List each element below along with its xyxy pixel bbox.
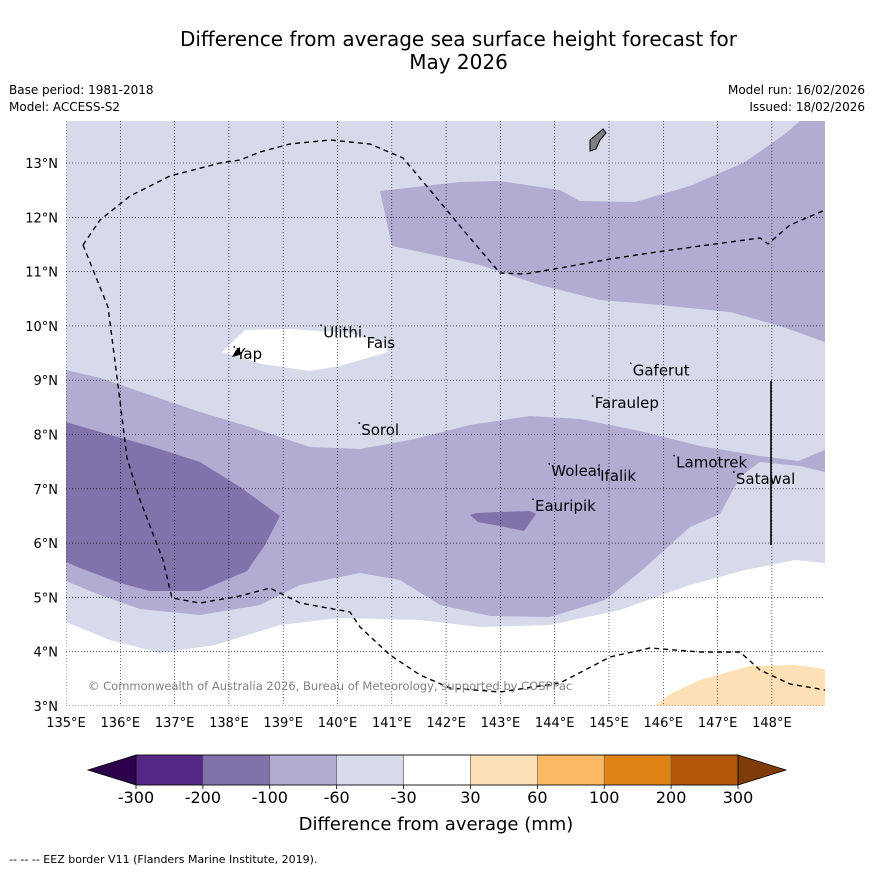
colorbar-tick-label: 60 [527,788,547,807]
place-label: Ulithi [323,323,362,341]
lat-tick-label: 12°N [25,211,58,226]
colorbar-tick-label: -60 [324,788,350,807]
colorbar-swatch [670,754,739,786]
colorbar-swatch [202,754,271,786]
lon-tick-label: 141°E [372,716,412,731]
lon-tick-label: 145°E [589,716,629,731]
place-marker [548,462,551,465]
lon-tick-label: 140°E [318,716,358,731]
title-line-2: May 2026 [409,50,508,74]
colorbar-tick-label: -200 [185,788,221,807]
place-marker [597,468,600,471]
lat-tick-label: 11°N [25,266,58,281]
copyright-note: © Commonwealth of Australia 2026, Bureau… [88,679,572,693]
lat-tick-label: 6°N [34,537,59,552]
colorbar-tick-label: 200 [656,788,687,807]
place-label: Satawal [736,470,795,488]
colorbar-tick-label: 300 [723,788,754,807]
footer-note: -- -- -- EEZ border V11 (Flanders Marine… [9,853,318,866]
lon-tick-label: 138°E [209,716,249,731]
colorbar-tick-label: -300 [118,788,154,807]
place-label: Fais [367,334,396,352]
chart-title: Difference from average sea surface heig… [0,28,873,74]
lon-tick-label: 135°E [46,716,86,731]
colorbar-outline [135,754,739,786]
lon-tick-label: 146°E [644,716,684,731]
place-marker [363,335,366,338]
colorbar-swatch [537,754,605,786]
base-period: Base period: 1981-2018 [9,83,154,97]
model-run: Model run: 16/02/2026 [727,83,865,97]
place-marker [673,454,676,457]
place-label: Gaferut [633,361,690,379]
colorbar-swatch [135,754,204,786]
contour-band-minus200 [66,422,280,591]
place-marker [532,498,534,500]
lon-tick-label: 139°E [263,716,303,731]
lat-tick-label: 3°N [34,700,59,715]
colorbar-tick-label: -100 [252,788,288,807]
colorbar-swatch [470,754,538,786]
colorbar-swatch [269,754,337,786]
colorbar-under-arrow [86,754,137,786]
meta-left: Base period: 1981-2018 Model: ACCESS-S2 [9,82,154,116]
colorbar-tick-label: 100 [589,788,620,807]
place-marker [233,346,236,348]
place-marker [629,362,632,365]
place-label: Ifalik [600,467,636,485]
guam-landmass [589,128,607,152]
place-label: Yap [235,345,262,363]
colorbar-swatch [336,754,404,786]
place-label: Sorol [361,421,399,439]
colorbar-swatch [603,754,672,786]
colorbar-swatch [403,754,471,786]
yap-landmass [232,347,240,357]
colorbar-tick-label: 30 [460,788,480,807]
lat-tick-label: 9°N [34,374,59,389]
meta-right: Model run: 16/02/2026 Issued: 18/02/2026 [728,82,865,116]
lon-tick-label: 144°E [535,716,575,731]
issued-date: Issued: 18/02/2026 [749,100,865,114]
lon-tick-label: 143°E [481,716,521,731]
contour-band-minus200-small [470,511,536,531]
colorbar-tick-label: -30 [390,788,416,807]
lat-tick-label: 5°N [34,591,59,606]
lon-tick-label: 137°E [155,716,195,731]
model-name: Model: ACCESS-S2 [9,100,121,114]
neutral-pocket-yap [222,329,388,371]
contour-band-plus30 [655,665,825,706]
lon-tick-label: 148°E [752,716,792,731]
lon-tick-label: 147°E [698,716,738,731]
axis-ticks: 135°E 136°E 137°E 138°E 139°E 140°E 141°E 142°E… [25,157,791,731]
colorbar-over-arrow [737,754,788,786]
place-label: Woleai [551,462,601,480]
lon-tick-label: 136°E [101,716,141,731]
lon-tick-label: 142°E [426,716,466,731]
place-label: Eauripik [535,497,596,515]
place-marker [358,422,361,424]
lat-tick-label: 4°N [34,646,59,661]
place-marker [320,324,323,327]
place-marker [732,471,735,473]
lat-tick-label: 13°N [25,157,58,172]
lat-tick-label: 8°N [34,429,59,444]
place-labels: Ulithi Fais Yap Gaferut Faraulep Sorol WoleaiI… [233,323,795,515]
title-line-1: Difference from average sea surface heig… [179,27,738,51]
map-area: Ulithi Fais Yap Gaferut Faraulep Sorol WoleaiI… [66,121,825,706]
contour-band-minus100-north [380,121,825,342]
lat-tick-label: 7°N [34,483,59,498]
colorbar-label: Difference from average (mm) [299,814,574,835]
place-label: Faraulep [595,394,659,412]
colorbar: -300 -200 -100 -60 -30 30 60 100 200 300 [86,754,788,807]
place-label: Lamotrek [676,454,747,472]
eez-border [82,139,825,693]
place-marker [591,395,594,397]
gridlines [66,121,825,706]
lat-tick-label: 10°N [25,320,58,335]
